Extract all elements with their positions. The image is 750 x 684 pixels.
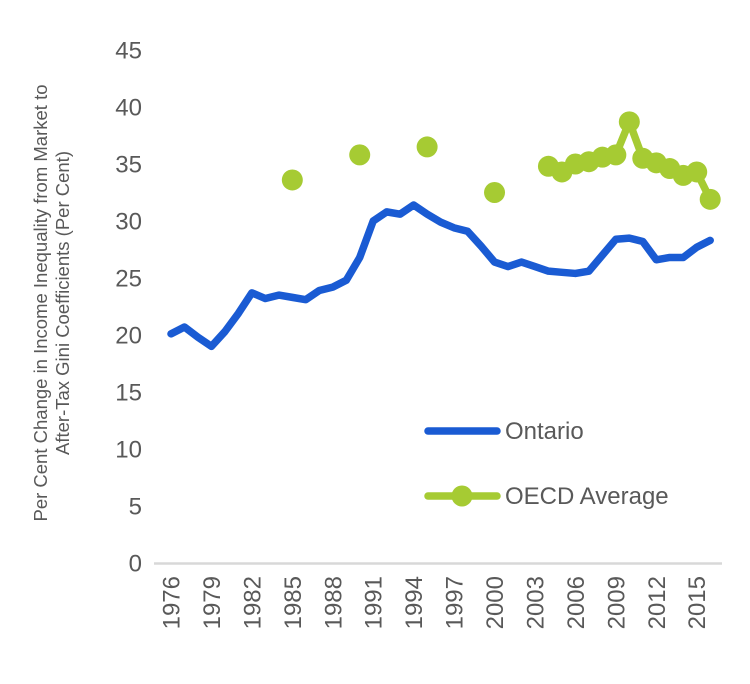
y-tick-label-35: 35	[115, 152, 142, 179]
x-tick-label-1979: 1979	[199, 576, 226, 629]
x-tick-label-1997: 1997	[442, 576, 469, 629]
oecd-average-selected-years-point-2000	[484, 182, 506, 203]
x-tick-label-2003: 2003	[522, 576, 549, 629]
plot-series	[167, 111, 721, 351]
x-tick-label-2012: 2012	[644, 576, 671, 629]
y-tick-label-20: 20	[115, 323, 142, 350]
x-tick-label-1988: 1988	[320, 576, 347, 629]
oecd-average-annual-point-2016	[699, 188, 721, 210]
x-tick-label-1985: 1985	[280, 576, 307, 629]
y-tick-label-15: 15	[115, 380, 142, 407]
x-tick-label-1991: 1991	[361, 576, 388, 629]
oecd-average-annual-point-2010	[618, 111, 640, 133]
x-tick-label-2000: 2000	[482, 576, 509, 629]
oecd-average-selected-years-point-1985	[281, 169, 303, 191]
legend-oecd-label: OECD Average	[505, 483, 669, 510]
x-tick-label-2009: 2009	[603, 576, 630, 629]
y-axis-title-line2: After-Tax Gini Coefficients (Per Cent)	[52, 151, 73, 455]
oecd-average-annual-point-2015	[686, 161, 708, 183]
y-axis-tick-labels: 0 5 10 15 20 25 30 35 40 45	[115, 38, 142, 578]
y-tick-label-45: 45	[115, 38, 142, 65]
y-tick-label-10: 10	[115, 437, 142, 464]
x-tick-label-1976: 1976	[159, 576, 186, 629]
oecd-average-selected-years-point-1990	[349, 144, 371, 166]
y-tick-label-40: 40	[115, 95, 142, 122]
legend-ontario-label: Ontario	[505, 418, 584, 445]
y-tick-label-30: 30	[115, 209, 142, 236]
y-tick-label-0: 0	[129, 551, 142, 578]
x-axis-tick-labels: 1976 1979 1982 1985 1988 1991 1994 1997 2000 2003…	[159, 576, 712, 629]
x-tick-label-1994: 1994	[401, 576, 428, 629]
x-tick-label-2015: 2015	[684, 576, 711, 629]
x-tick-label-2006: 2006	[563, 576, 590, 629]
y-axis-title: Per Cent Change in Income Inequality fro…	[30, 84, 73, 521]
oecd-average-annual-point-2009	[605, 144, 627, 166]
x-tick-label-1982: 1982	[239, 576, 266, 629]
y-tick-label-25: 25	[115, 266, 142, 293]
legend-oecd-marker-dot	[451, 485, 473, 507]
oecd-average-selected-years-point-1995	[416, 136, 438, 158]
ontario-line	[167, 201, 714, 351]
y-tick-label-5: 5	[129, 494, 142, 521]
y-axis-title-line1: Per Cent Change in Income Inequality fro…	[30, 84, 51, 521]
legend: Ontario OECD Average	[424, 418, 669, 510]
